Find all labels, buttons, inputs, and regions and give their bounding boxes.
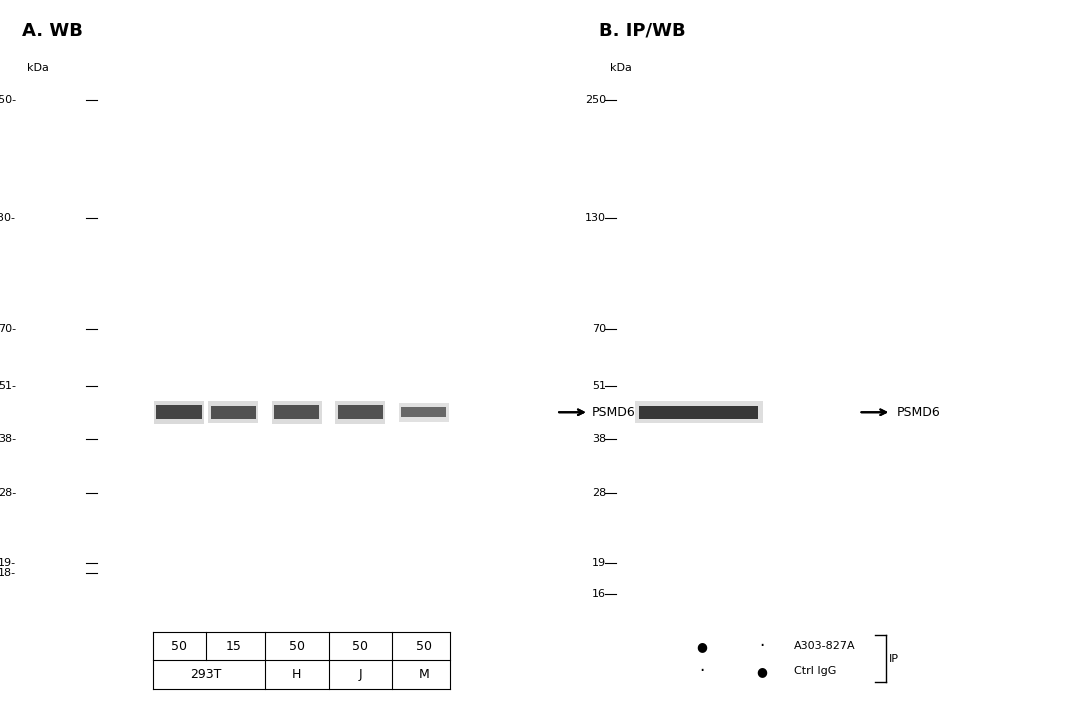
Bar	[154, 401, 204, 424]
Text: J: J	[359, 668, 362, 681]
Text: 50: 50	[352, 640, 368, 653]
Bar	[338, 405, 383, 419]
Text: kDa: kDa	[610, 64, 632, 74]
Text: 38-: 38-	[592, 433, 610, 443]
Bar	[208, 401, 258, 423]
Text: 28-: 28-	[0, 488, 16, 498]
Bar	[274, 405, 320, 419]
Text: PSMD6: PSMD6	[592, 406, 636, 418]
Text: 50: 50	[416, 640, 432, 653]
Text: H: H	[292, 668, 301, 681]
Bar	[335, 401, 386, 424]
Text: kDa: kDa	[27, 64, 49, 74]
Text: 19-: 19-	[0, 558, 16, 568]
Bar	[272, 401, 322, 424]
Text: IP: IP	[889, 653, 899, 664]
Text: 50: 50	[288, 640, 305, 653]
Text: ·: ·	[700, 662, 704, 680]
Bar	[154, 401, 204, 424]
Text: M: M	[418, 668, 429, 681]
Text: B. IP/WB: B. IP/WB	[599, 21, 686, 40]
Text: 250-: 250-	[585, 95, 610, 106]
Bar	[211, 406, 256, 418]
Bar	[635, 401, 762, 423]
Text: 16-: 16-	[592, 589, 610, 599]
Text: 38-: 38-	[0, 433, 16, 443]
Text: 130-: 130-	[585, 213, 610, 223]
Bar	[639, 406, 758, 418]
Text: 70-: 70-	[0, 324, 16, 334]
Bar	[272, 401, 322, 424]
Text: 50: 50	[171, 640, 187, 653]
Text: ·: ·	[759, 637, 764, 655]
Text: ●: ●	[756, 665, 767, 678]
Text: 28-: 28-	[592, 488, 610, 498]
Text: ●: ●	[697, 640, 707, 653]
Text: A303-827A: A303-827A	[794, 641, 855, 651]
Text: A. WB: A. WB	[22, 21, 82, 40]
Bar	[401, 407, 446, 418]
Bar	[335, 401, 386, 424]
Bar	[399, 403, 449, 422]
Text: 70-: 70-	[592, 324, 610, 334]
Bar	[208, 401, 258, 423]
Text: 15: 15	[226, 640, 241, 653]
Text: 51-: 51-	[592, 381, 610, 391]
Text: 51-: 51-	[0, 381, 16, 391]
Text: 130-: 130-	[0, 213, 16, 223]
Text: PSMD6: PSMD6	[896, 406, 941, 418]
Bar	[157, 405, 202, 419]
Bar	[399, 403, 449, 422]
Text: 250-: 250-	[0, 95, 16, 106]
Text: 18-: 18-	[0, 568, 16, 578]
Text: Ctrl IgG: Ctrl IgG	[794, 666, 836, 676]
Text: 19-: 19-	[592, 558, 610, 568]
Text: 293T: 293T	[190, 668, 221, 681]
